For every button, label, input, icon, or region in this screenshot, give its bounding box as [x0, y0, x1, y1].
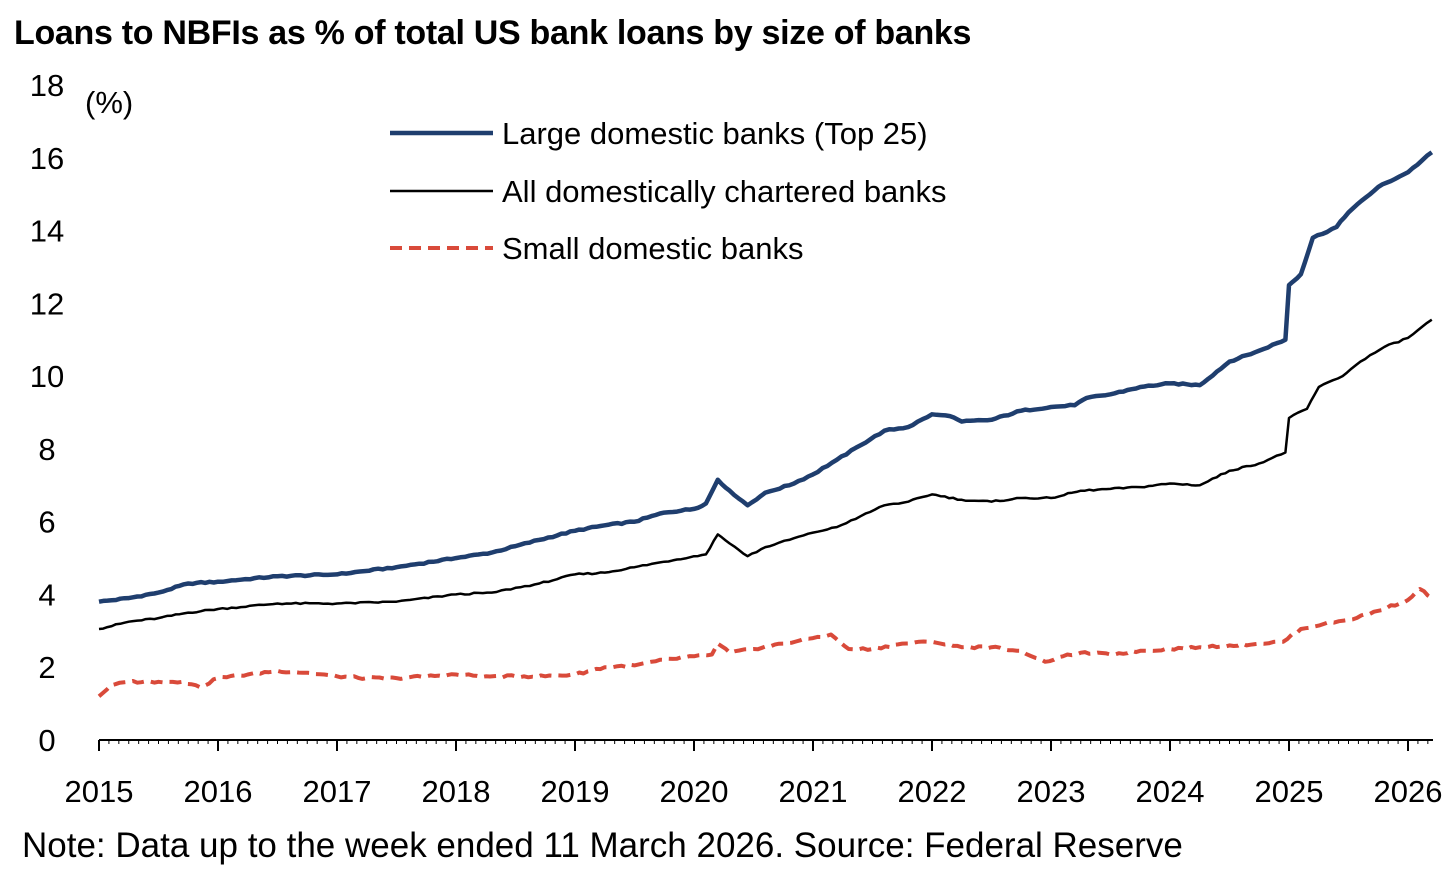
y-tick-label: 10: [30, 359, 64, 394]
series-line-1: [98, 318, 1433, 631]
x-tick-label: 2022: [898, 774, 967, 809]
y-tick-label: 12: [30, 286, 64, 321]
legend-label-2: Small domestic banks: [502, 231, 804, 266]
y-axis-unit-label: (%): [85, 85, 133, 120]
series-line-0: [98, 150, 1434, 604]
series-line-2: [97, 587, 1433, 698]
legend-label-0: Large domestic banks (Top 25): [502, 116, 928, 151]
y-tick-label: 2: [38, 650, 55, 685]
x-tick-label: 2025: [1255, 774, 1324, 809]
x-tick-label: 2021: [779, 774, 848, 809]
chart-title: Loans to NBFIs as % of total US bank loa…: [14, 14, 972, 52]
x-tick-label: 2015: [65, 774, 134, 809]
y-tick-label: 14: [30, 214, 64, 249]
x-tick-label: 2024: [1136, 774, 1205, 809]
y-tick-label: 18: [30, 68, 64, 103]
x-tick-label: 2019: [541, 774, 610, 809]
x-tick-label: 2026: [1374, 774, 1443, 809]
legend-label-1: All domestically chartered banks: [502, 174, 947, 209]
chart-note: Note: Data up to the week ended 11 March…: [22, 826, 1183, 865]
y-tick-label: 4: [38, 577, 55, 612]
y-tick-label: 6: [38, 505, 55, 540]
x-tick-label: 2017: [303, 774, 372, 809]
x-tick-label: 2016: [184, 774, 253, 809]
y-tick-label: 16: [30, 141, 64, 176]
y-tick-label: 0: [38, 723, 55, 758]
x-tick-label: 2018: [422, 774, 491, 809]
x-tick-label: 2020: [660, 774, 729, 809]
x-tick-label: 2023: [1017, 774, 1086, 809]
y-tick-label: 8: [38, 432, 55, 467]
